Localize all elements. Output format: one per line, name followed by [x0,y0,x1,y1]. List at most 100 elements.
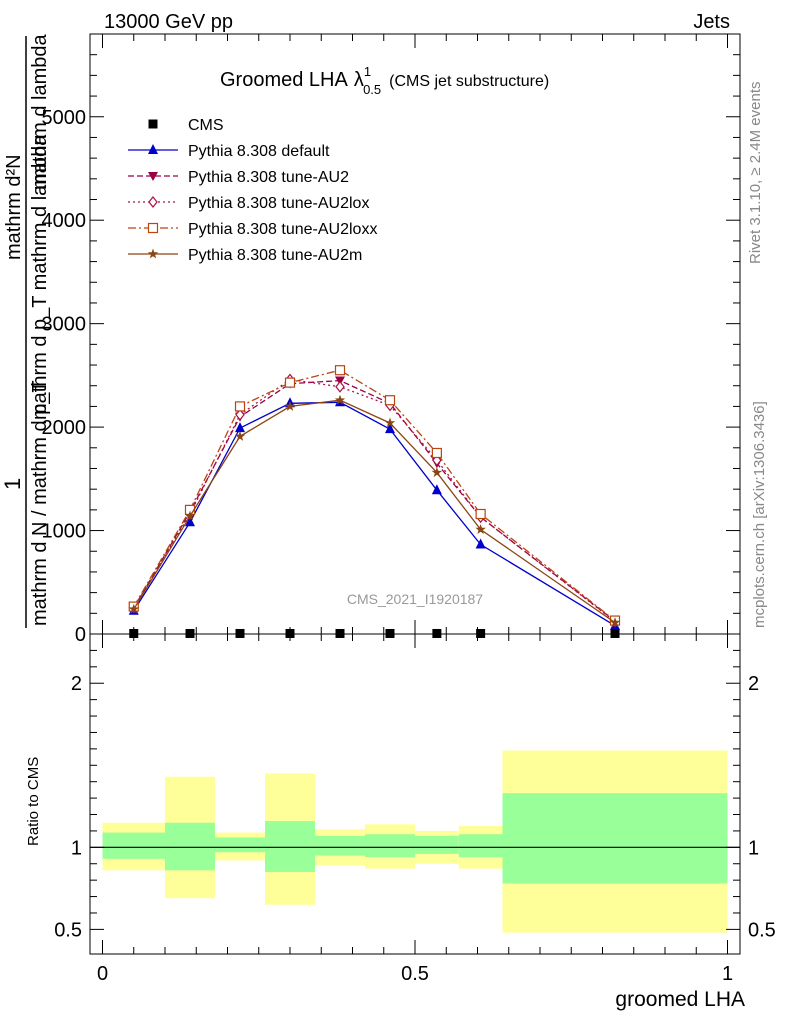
plot-subtitle: (CMS jet substructure) [389,73,549,90]
legend-marker [148,172,158,181]
main-ytick-label: 4000 [42,210,87,232]
legend-entry: Pythia 8.308 tune-AU2lox [128,195,369,212]
ratio-bands [90,750,740,933]
legend-marker [148,119,158,129]
legend-entry: Pythia 8.308 tune-AU2m [128,247,362,264]
ratio-panel: 0.5 0.5 1 1 2 2 0 0.5 1 Ratio to CMS groomed LHA [25,633,776,1011]
series-point [184,510,196,521]
series-point [234,430,246,441]
series-point [384,417,396,428]
ratio-stat-band [415,835,459,854]
series-point [235,422,245,433]
ylabel-denominator: mathrm d N / mathrm d p_T [29,380,51,626]
series-point [432,628,442,638]
plot-title-sub: 0.5 [363,82,381,97]
ratio-ytick-label-right: 0.5 [748,919,776,941]
series-point [475,524,486,534]
rivet-label: Rivet 3.1.10, ≥ 2.4M events [747,82,764,265]
series-point [234,401,246,412]
series-point [385,423,395,434]
series-point [128,603,139,614]
series-point [335,628,345,638]
series-point [475,538,486,549]
series-point [476,628,486,638]
ratio-ylabel: Ratio to CMS [25,757,42,846]
main-ytick-label: 5000 [42,107,87,129]
main-axis-ticks: 0 1000 2000 3000 4000 5000 [42,33,740,646]
series-point [335,380,345,393]
ylabel-numerator: 1 [0,478,25,490]
series-point [431,447,442,459]
series-point [431,484,442,495]
series-point [610,628,620,638]
main-ytick-label: 2000 [42,417,87,439]
series-cms [129,628,620,638]
ratio-stat-band [502,793,728,884]
main-ylabel: 1 mathrm d N / mathrm d p_T mathrm d²N m… [0,34,51,628]
series-point [334,394,346,405]
series-point [284,400,296,411]
series-line [133,369,616,622]
ratio-stat-band [102,832,165,859]
series-line [133,378,616,623]
series-point [431,467,443,478]
ylabel-inner-lambda: mathrm d p_T mathrm d lambda [29,134,51,420]
ratio-stat-band [315,835,365,856]
series-point [385,628,395,638]
ratio-ytick-label-right: 2 [748,673,759,695]
plot-title: Groomed LHA λ1 0.5 (CMS jet substructure) [220,64,549,97]
series-point [185,628,195,638]
ratio-axis-ticks: 0.5 0.5 1 1 2 2 0 0.5 1 [54,634,776,985]
ratio-xlabel: groomed LHA [615,988,745,1011]
main-series-group [128,365,621,638]
ratio-stat-band [215,837,265,853]
ratio-stat-band [365,834,415,858]
series-point [185,516,195,527]
plot-title-sup: 1 [364,64,371,79]
ratio-ytick-label: 1 [71,837,82,859]
legend-label: Pythia 8.308 tune-AU2lox [188,195,369,212]
series-point [334,365,346,376]
ratio-stat-band [265,821,315,872]
series-pythia-8-308-tune-au2m [128,394,621,628]
series-point [285,628,295,638]
ratio-xtick-label: 0.5 [401,963,429,985]
ylabel-top: mathrm d lambda [29,34,51,190]
mcplots-label: mcplots.cern.ch [arXiv:1306.3436] [751,401,768,628]
legend-marker [147,222,159,234]
plot-title-symbol: λ [354,69,364,91]
legend-entry: Pythia 8.308 tune-AU2loxx [128,221,377,238]
series-point [284,377,296,388]
series-point [475,508,486,520]
legend-entry: CMS [148,117,224,134]
legend-entry: Pythia 8.308 tune-AU2 [128,169,349,186]
header-right: Jets [693,11,730,33]
legend-entry: Pythia 8.308 default [128,143,330,160]
legend-marker [148,196,158,208]
series-point [235,628,245,638]
main-panel: 0 1000 2000 3000 4000 5000 [42,33,741,646]
series-point [129,628,139,638]
legend-label: Pythia 8.308 tune-AU2 [188,169,349,186]
ratio-stat-band [165,822,215,871]
legend-label: Pythia 8.308 tune-AU2m [188,247,362,264]
legend-label: Pythia 8.308 tune-AU2loxx [188,221,377,238]
ratio-xtick-label: 1 [722,963,733,985]
legend-label: Pythia 8.308 default [188,143,330,160]
ratio-ytick-label-right: 1 [748,837,759,859]
series-line [133,399,616,624]
series-point [384,395,396,406]
series-pythia-8-308-tune-au2 [128,376,620,627]
series-pythia-8-308-tune-au2lox [128,373,620,628]
ratio-ytick-label: 0.5 [54,919,82,941]
ratio-stat-band [458,834,503,858]
main-ytick-label: 1000 [42,521,87,543]
plot-title-text: Groomed LHA [220,69,348,91]
series-line [133,379,616,622]
ratio-xtick-label: 0 [97,963,108,985]
main-ytick-label: 3000 [42,314,87,336]
legend-marker [147,248,159,259]
series-point [609,617,621,628]
main-ytick-label: 0 [75,624,86,646]
